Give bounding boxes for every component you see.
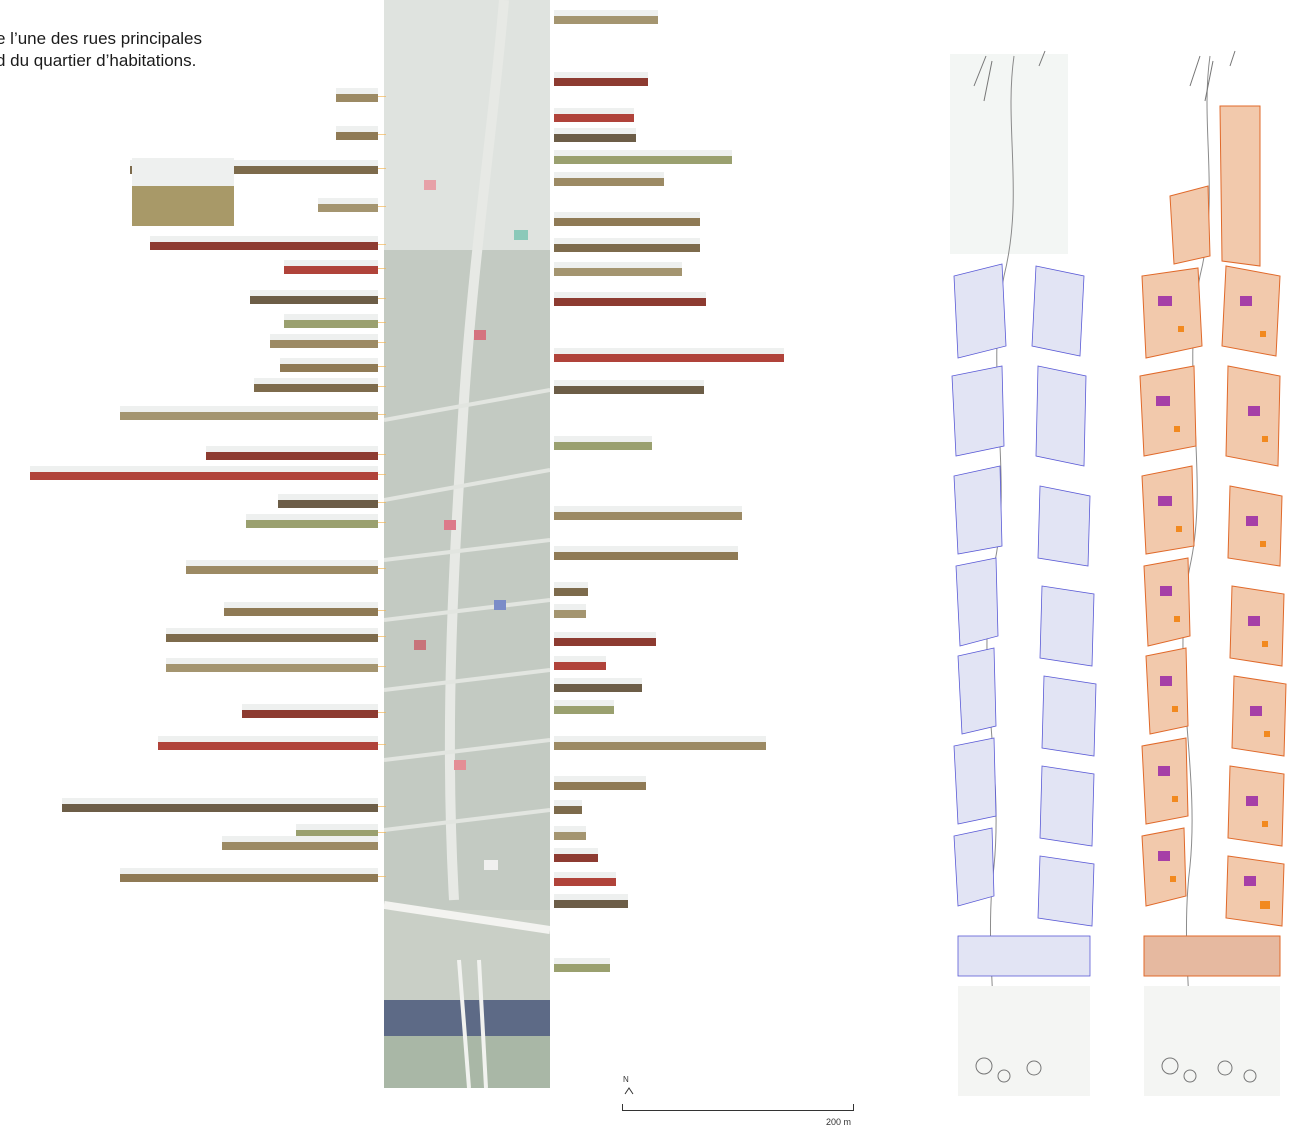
street-photo [336,126,378,140]
street-photo [554,348,784,362]
street-photo [250,290,378,304]
leader-line [378,832,386,833]
leader-line [378,876,386,877]
street-photo [318,198,378,212]
leader-line [378,666,386,667]
street-photo [554,172,664,186]
street-photo [554,128,636,142]
street-photo [554,108,634,122]
street-photo [554,546,738,560]
north-arrow-icon [624,1087,634,1095]
aerial-photo [384,0,550,1088]
blueprint-plan-drawing [950,50,1097,1097]
street-photo [554,700,614,714]
street-photo [246,514,378,528]
leader-line [378,268,386,269]
street-photo [554,380,704,394]
street-photo [284,260,378,274]
street-photo [206,446,378,460]
street-photo [554,656,606,670]
leader-line [378,322,386,323]
leader-line [378,454,386,455]
leader-line [378,366,386,367]
leader-line [378,414,386,415]
leader-line [378,342,386,343]
street-photo [554,632,656,646]
street-photo [150,236,378,250]
street-photo [554,212,700,226]
street-photo [30,466,378,480]
leader-line [378,244,386,245]
caption: e l’une des rues principales d du quarti… [0,28,202,72]
street-photo [166,658,378,672]
land-use-plan-drawing [1139,50,1287,1097]
street-photo [554,800,582,814]
leader-line [378,206,386,207]
street-photo [222,836,378,850]
street-photo [554,776,646,790]
street-photo [120,406,378,420]
street-photo [554,826,586,840]
north-arrow-label: N [623,1075,629,1084]
street-photo [278,494,378,508]
leader-line [378,610,386,611]
leader-line [378,386,386,387]
street-photo [284,314,378,328]
leader-line [378,712,386,713]
street-photo [120,868,378,882]
street-photo [554,736,766,750]
street-photo [554,958,610,972]
leader-line [378,168,386,169]
street-photo [554,678,642,692]
land-use-plan [1130,46,1290,1106]
leader-line [378,744,386,745]
leader-line [378,806,386,807]
street-photo [554,72,648,86]
blueprint-plan [944,46,1104,1106]
north-arrow: N [623,1076,635,1096]
street-photo [554,894,628,908]
street-photo [166,628,378,642]
street-photo [224,602,378,616]
street-photo [554,292,706,306]
street-photo [554,10,658,24]
leader-line [378,96,386,97]
street-photo [554,436,652,450]
leader-line [378,522,386,523]
street-photo [554,872,616,886]
leader-line [378,636,386,637]
leader-line [378,568,386,569]
street-photo [296,824,378,838]
street-photo [280,358,378,372]
street-photo [554,150,732,164]
street-photo [336,88,378,102]
street-photo-large [132,158,234,226]
street-photo [158,736,378,750]
street-photo [186,560,378,574]
street-photo [254,378,378,392]
aerial-photo-strip [384,0,550,1088]
caption-line-2: d du quartier d’habitations. [0,51,197,70]
street-photo [554,262,682,276]
street-photo [554,848,598,862]
caption-line-1: e l’une des rues principales [0,29,203,48]
street-photo [242,704,378,718]
leader-line [378,502,386,503]
street-photo [270,334,378,348]
scale-bar [622,1102,854,1112]
leader-line [378,474,386,475]
street-photo [554,506,742,520]
leader-line [378,298,386,299]
street-photo [554,604,586,618]
scale-bar-label: 200 m [826,1117,852,1127]
street-photo [130,160,378,174]
street-photo [62,798,378,812]
street-photo [554,238,700,252]
street-photo [554,582,588,596]
leader-line [378,134,386,135]
